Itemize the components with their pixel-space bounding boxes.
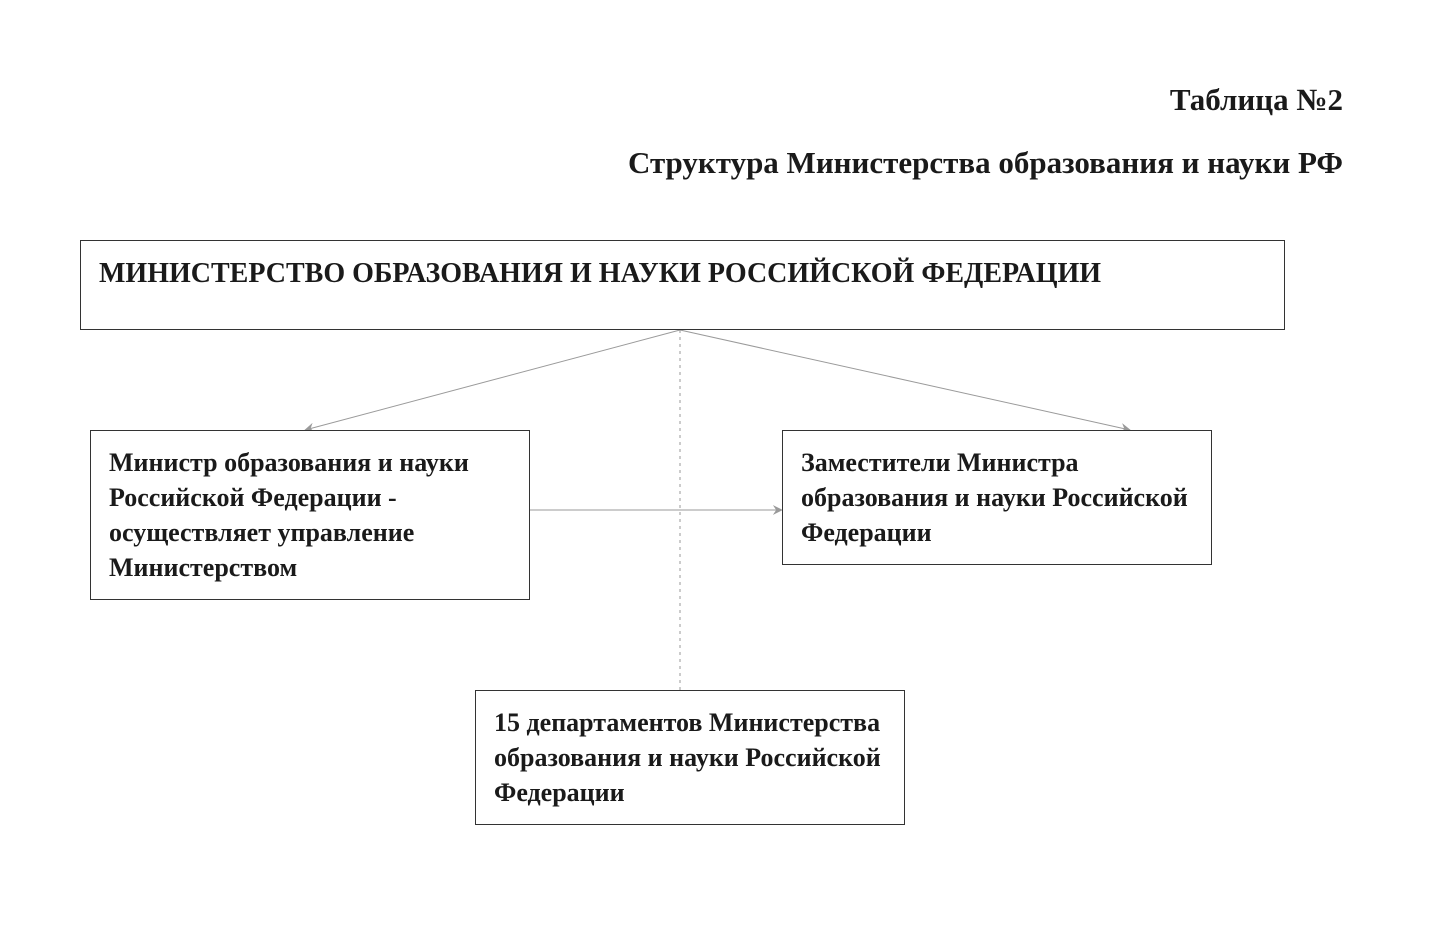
node-deputies-label: Заместители Министра образования и науки…	[801, 448, 1188, 547]
node-departments: 15 департаментов Министерства образовани…	[475, 690, 905, 825]
node-root: МИНИСТЕРСТВО ОБРАЗОВАНИЯ И НАУКИ РОССИЙС…	[80, 240, 1285, 330]
node-root-label: МИНИСТЕРСТВО ОБРАЗОВАНИЯ И НАУКИ РОССИЙС…	[99, 255, 1101, 293]
page: Таблица №2 Структура Министерства образо…	[0, 0, 1453, 943]
table-number: Таблица №2	[1170, 82, 1343, 118]
page-title: Структура Министерства образования и нау…	[628, 145, 1343, 181]
node-minister: Министр образования и науки Российской Ф…	[90, 430, 530, 600]
node-deputies: Заместители Министра образования и науки…	[782, 430, 1212, 565]
node-minister-label: Министр образования и науки Российской Ф…	[109, 448, 469, 582]
node-departments-label: 15 департаментов Министерства образовани…	[494, 708, 881, 807]
